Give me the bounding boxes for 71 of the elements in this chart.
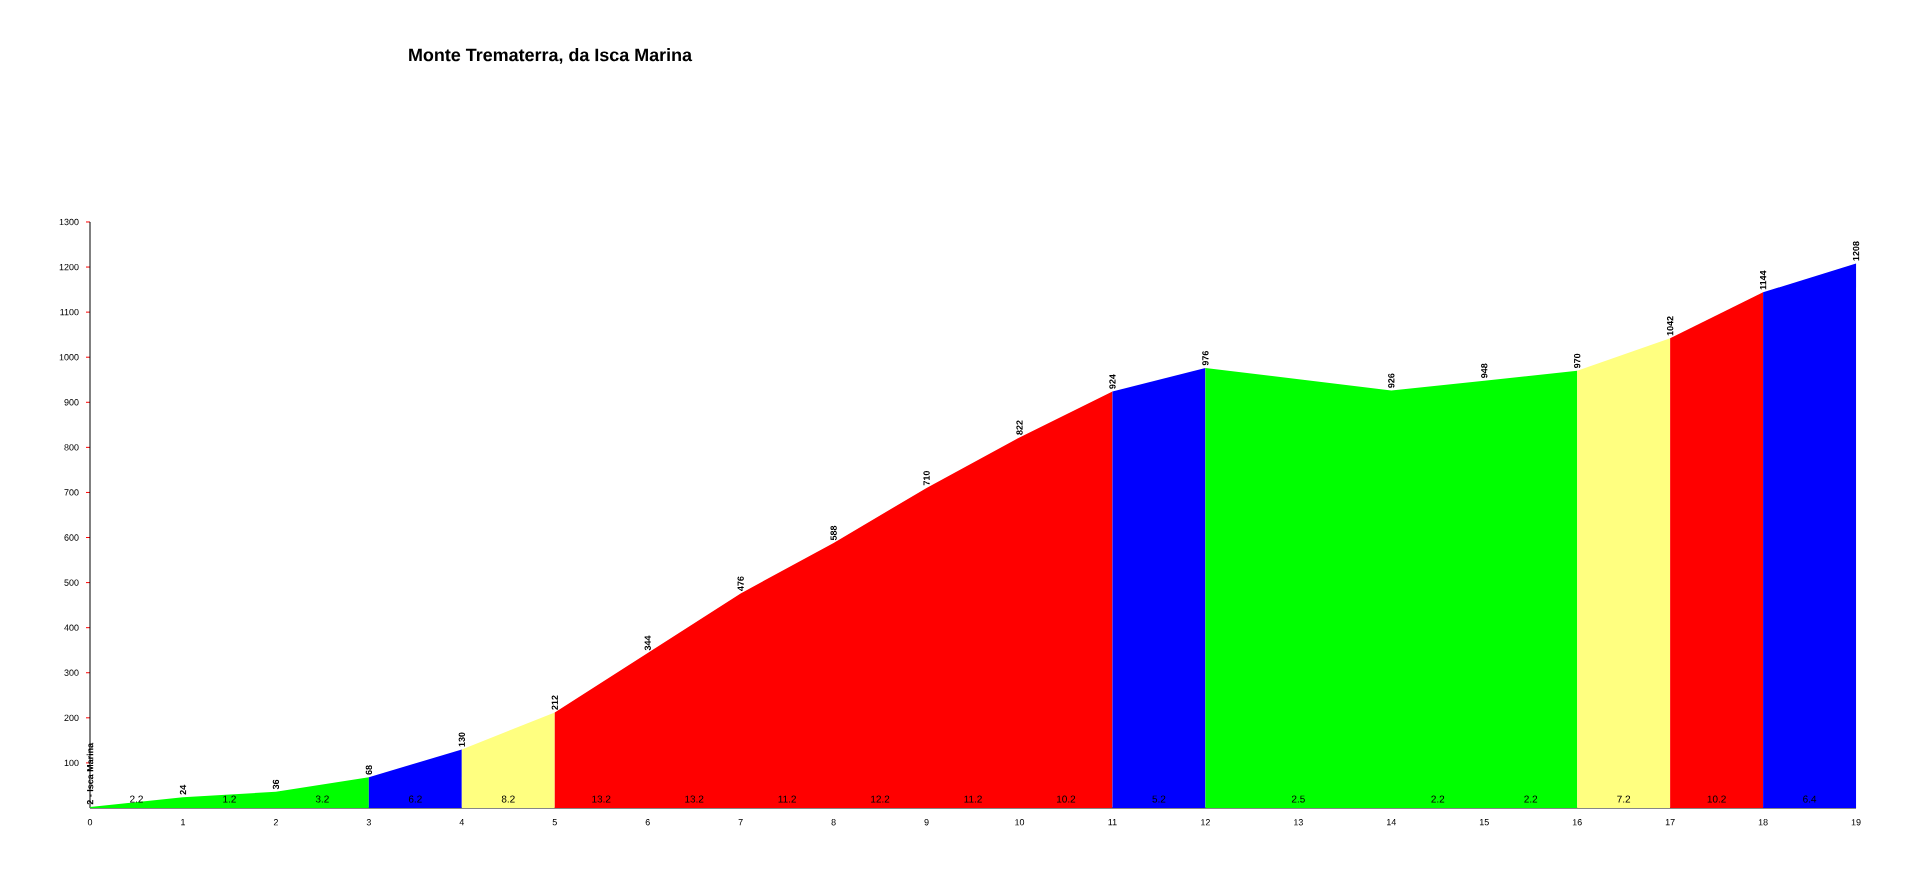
- data-label: 976: [1202, 351, 1209, 366]
- data-label: 1144: [1760, 270, 1767, 290]
- y-tick-label: 800: [64, 444, 79, 451]
- annotation: 10.2: [1707, 795, 1726, 803]
- x-tick-label: 7: [738, 819, 743, 826]
- data-label: 1208: [1852, 241, 1860, 261]
- annotation: 2.2: [1431, 795, 1445, 803]
- x-tick-label: 8: [831, 819, 836, 826]
- y-tick-label: 100: [64, 759, 79, 767]
- annotation: 3.2: [315, 795, 329, 803]
- x-tick-label: 13: [1294, 819, 1303, 826]
- data-label: 926: [1388, 373, 1395, 388]
- y-tick-label: 200: [64, 714, 79, 722]
- y-tick-label: 500: [64, 579, 79, 586]
- annotation: 13.2: [685, 795, 704, 803]
- data-label: 476: [737, 576, 744, 591]
- y-tick-label: 1100: [60, 308, 79, 316]
- data-label: 1042: [1666, 316, 1674, 336]
- data-label: 212: [551, 695, 558, 710]
- x-tick-label: 0: [87, 819, 93, 826]
- data-label: 24: [179, 784, 187, 795]
- x-tick-label: 3: [366, 819, 371, 826]
- y-tick-label: 700: [64, 489, 79, 496]
- data-label: 344: [644, 635, 651, 651]
- annotation: 7.2: [1617, 795, 1631, 803]
- data-label: 2 - Isca Marina: [86, 742, 94, 805]
- data-label: 68: [365, 765, 373, 775]
- x-tick-label: 17: [1665, 819, 1675, 826]
- x-tick-label: 2: [273, 819, 278, 826]
- y-tick-label: 600: [64, 534, 79, 541]
- annotation: 2.5: [1291, 795, 1305, 803]
- data-label: 36: [272, 779, 280, 790]
- data-label: 588: [830, 525, 837, 541]
- x-tick-label: 18: [1758, 819, 1768, 826]
- annotation: 11.2: [778, 795, 796, 803]
- x-tick-label: 4: [459, 819, 465, 826]
- annotation: 8.2: [501, 795, 515, 803]
- y-tick-label: 400: [64, 624, 79, 631]
- x-tick-label: 9: [924, 819, 929, 826]
- x-tick-label: 14: [1386, 819, 1397, 826]
- x-tick-label: 6: [645, 819, 650, 826]
- x-tick-label: 11: [1108, 819, 1117, 826]
- y-tick-label: 1200: [59, 263, 79, 271]
- x-tick-label: 1: [181, 819, 186, 826]
- x-tick-label: 10: [1015, 819, 1025, 826]
- chart-title: Monte Trematerra, da Isca Marina: [409, 48, 693, 64]
- annotation: 10.2: [1057, 795, 1076, 803]
- data-label: 710: [923, 470, 930, 486]
- y-tick-label: 1000: [59, 354, 79, 361]
- data-label: 948: [1481, 363, 1488, 378]
- annotation: 6.4: [1803, 795, 1817, 803]
- annotation: 11.2: [964, 795, 982, 803]
- data-label: 130: [458, 732, 465, 747]
- y-tick-label: 1300: [59, 218, 79, 226]
- x-tick-label: 19: [1851, 819, 1861, 826]
- x-tick-label: 15: [1479, 819, 1489, 826]
- annotation: 1.2: [223, 795, 236, 803]
- y-tick-label: 300: [64, 669, 79, 676]
- annotation: 2.2: [130, 795, 143, 803]
- data-label: 970: [1574, 353, 1581, 369]
- y-tick-label: 900: [64, 399, 79, 406]
- annotation: 12.2: [871, 795, 890, 803]
- annotation: 5.2: [1152, 795, 1166, 803]
- x-tick-label: 16: [1572, 819, 1582, 826]
- annotation: 2.2: [1524, 795, 1538, 803]
- x-tick-label: 5: [552, 819, 557, 826]
- x-tick-label: 12: [1201, 819, 1210, 826]
- data-label: 924: [1109, 374, 1116, 389]
- data-label: 822: [1016, 420, 1023, 435]
- annotation: 13.2: [592, 795, 611, 803]
- annotation: 6.2: [408, 795, 422, 803]
